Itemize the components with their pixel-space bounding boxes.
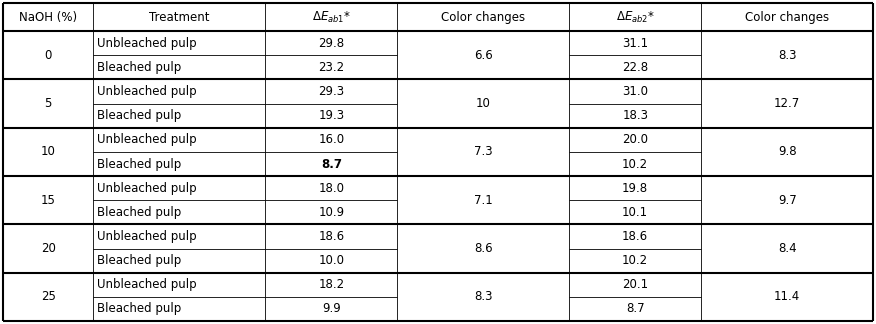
Text: 23.2: 23.2	[318, 61, 344, 74]
Text: 10: 10	[476, 97, 491, 110]
Text: Treatment: Treatment	[149, 11, 209, 24]
Text: 18.6: 18.6	[318, 230, 344, 243]
Text: 8.3: 8.3	[778, 49, 796, 62]
Text: Bleached pulp: Bleached pulp	[97, 61, 181, 74]
Text: 7.3: 7.3	[474, 145, 492, 158]
Text: 5: 5	[45, 97, 52, 110]
Text: Unbleached pulp: Unbleached pulp	[97, 230, 197, 243]
Text: 10.9: 10.9	[318, 206, 344, 219]
Text: Unbleached pulp: Unbleached pulp	[97, 37, 197, 50]
Text: 11.4: 11.4	[774, 290, 801, 303]
Text: 18.0: 18.0	[318, 182, 344, 195]
Text: 8.4: 8.4	[778, 242, 796, 255]
Text: 29.3: 29.3	[318, 85, 344, 98]
Text: 18.3: 18.3	[622, 109, 648, 122]
Text: 8.7: 8.7	[625, 302, 645, 316]
Text: 18.6: 18.6	[622, 230, 648, 243]
Text: Bleached pulp: Bleached pulp	[97, 302, 181, 316]
Text: 10: 10	[41, 145, 56, 158]
Text: $\Delta E_{ab1}$*: $\Delta E_{ab1}$*	[312, 9, 350, 25]
Text: Bleached pulp: Bleached pulp	[97, 109, 181, 122]
Text: 9.8: 9.8	[778, 145, 796, 158]
Text: Unbleached pulp: Unbleached pulp	[97, 182, 197, 195]
Text: 20.0: 20.0	[622, 133, 648, 146]
Text: 10.2: 10.2	[622, 254, 648, 267]
Text: 6.6: 6.6	[474, 49, 492, 62]
Text: 19.3: 19.3	[318, 109, 344, 122]
Text: 12.7: 12.7	[774, 97, 801, 110]
Text: Bleached pulp: Bleached pulp	[97, 254, 181, 267]
Text: 25: 25	[41, 290, 56, 303]
Text: 8.3: 8.3	[474, 290, 492, 303]
Text: Unbleached pulp: Unbleached pulp	[97, 133, 197, 146]
Text: 20: 20	[41, 242, 56, 255]
Text: 10.0: 10.0	[318, 254, 344, 267]
Text: 18.2: 18.2	[318, 278, 344, 291]
Text: 31.1: 31.1	[622, 37, 648, 50]
Text: 10.1: 10.1	[622, 206, 648, 219]
Text: Color changes: Color changes	[442, 11, 526, 24]
Text: Bleached pulp: Bleached pulp	[97, 206, 181, 219]
Text: 22.8: 22.8	[622, 61, 648, 74]
Text: Bleached pulp: Bleached pulp	[97, 157, 181, 170]
Text: 29.8: 29.8	[318, 37, 344, 50]
Text: $\Delta E_{ab2}$*: $\Delta E_{ab2}$*	[616, 9, 654, 25]
Text: 8.7: 8.7	[321, 157, 342, 170]
Text: 19.8: 19.8	[622, 182, 648, 195]
Text: 7.1: 7.1	[474, 194, 492, 207]
Text: 8.6: 8.6	[474, 242, 492, 255]
Text: 9.7: 9.7	[778, 194, 796, 207]
Text: 31.0: 31.0	[622, 85, 648, 98]
Text: Color changes: Color changes	[745, 11, 830, 24]
Text: 20.1: 20.1	[622, 278, 648, 291]
Text: Unbleached pulp: Unbleached pulp	[97, 85, 197, 98]
Text: 15: 15	[41, 194, 56, 207]
Text: 0: 0	[45, 49, 52, 62]
Text: 10.2: 10.2	[622, 157, 648, 170]
Text: 16.0: 16.0	[318, 133, 344, 146]
Text: Unbleached pulp: Unbleached pulp	[97, 278, 197, 291]
Text: 9.9: 9.9	[321, 302, 341, 316]
Text: NaOH (%): NaOH (%)	[19, 11, 77, 24]
